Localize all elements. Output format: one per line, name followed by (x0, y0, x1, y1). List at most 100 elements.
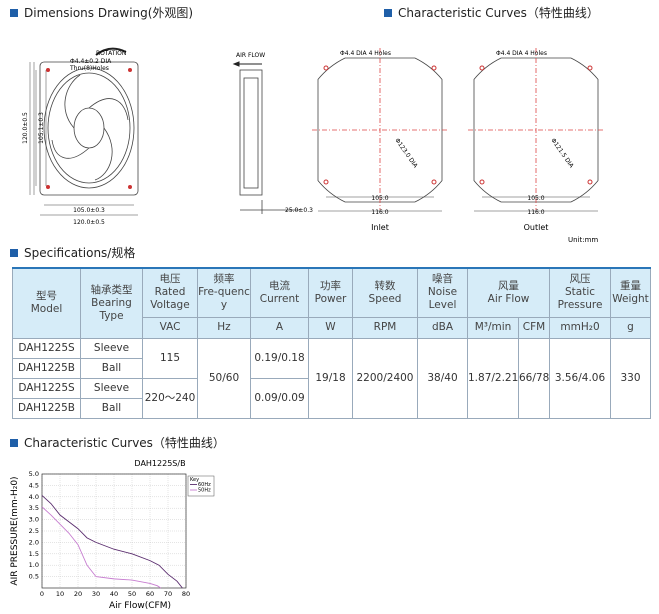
y-tick-label: 1.0 (29, 561, 39, 569)
cell: Sleeve (80, 377, 143, 399)
unit-cell: g (610, 316, 652, 339)
cell: 115 (142, 337, 198, 379)
label: Φ121.5 DIA (549, 137, 575, 170)
cell: 0.09/0.09 (250, 377, 309, 419)
cell: 220～240 (142, 377, 198, 419)
cell: 66/78 (517, 337, 551, 419)
x-tick-label: 70 (164, 590, 172, 598)
outlet-view (468, 48, 604, 212)
label: Φ4.4 DIA 4 Holes (340, 50, 391, 57)
cell: 0.19/0.18 (250, 337, 309, 379)
label: 105.0 (527, 195, 544, 202)
curve (41, 506, 162, 589)
x-tick-label: 0 (40, 590, 44, 598)
label: Outlet (524, 223, 549, 232)
label: ROTATION (96, 50, 126, 57)
legend-label: 50Hz (198, 488, 211, 494)
x-tick-label: 40 (110, 590, 118, 598)
cell: 2200/2400 (352, 337, 418, 419)
cell: 1.87/2.21 (467, 337, 519, 419)
text: 型号 (36, 290, 57, 303)
unit-cell: Hz (197, 316, 251, 339)
y-tick-label: 2.0 (29, 538, 39, 546)
x-tick-label: 10 (56, 590, 64, 598)
text: 电流 (269, 279, 290, 292)
header-cell: 功率 Power (308, 267, 353, 318)
cell: 50/60 (197, 337, 251, 419)
text: 频率 (213, 273, 235, 286)
header-cell: 电压 Rated Voltage (142, 267, 198, 318)
section-text: Specifications/规格 (24, 246, 136, 260)
text: Fre-quency (198, 286, 250, 312)
label: 25.0±0.3 (285, 207, 313, 214)
text: Weight (612, 292, 649, 305)
x-tick-label: 30 (92, 590, 100, 598)
label: Φ123.0 DIA (393, 137, 419, 170)
unit-cell: VAC (142, 316, 198, 339)
label: 105.0 (371, 195, 388, 202)
header-cell: 风量 Air Flow (466, 267, 551, 318)
text: Static Pressure (557, 286, 603, 312)
unit-cell: dBA (417, 316, 468, 339)
section-text: Dimensions Drawing(外观图) (24, 6, 194, 20)
text: 风量 (498, 279, 519, 292)
header-cell: 噪音 Noise Level (417, 267, 468, 318)
text: Rated Voltage (150, 286, 190, 312)
legend-label: 60Hz (198, 482, 211, 488)
chart-title: DAH1225S/B (134, 459, 185, 468)
y-tick-label: 3.5 (29, 504, 39, 512)
label: AIR FLOW (236, 52, 265, 59)
section-title: Characteristic Curves（特性曲线） (384, 4, 599, 21)
outlet-holes (479, 65, 593, 185)
label: 105.0±0.3 (73, 207, 105, 214)
cell: DAH1225B (12, 397, 81, 419)
label: Φ4.4±0.2 DIA (70, 58, 112, 65)
cell: 3.56/4.06 (549, 337, 612, 419)
label: 116.0 (527, 209, 544, 216)
cell: 330 (610, 337, 652, 419)
text: Model (30, 303, 63, 316)
section-title: Dimensions Drawing(外观图) (10, 4, 193, 21)
header-cell: 型号 Model (12, 267, 81, 339)
y-tick-label: 1.5 (29, 550, 39, 558)
header-cell: 风压 Static Pressure (549, 267, 612, 318)
side-view (239, 69, 300, 214)
section-title: Characteristic Curves（特性曲线） (10, 434, 225, 451)
spec-table: 型号 Model 轴承类型 Bearing Type 电压 Rated Voltage… (12, 267, 652, 419)
text: 重量 (620, 279, 642, 292)
text: 转数 (374, 279, 396, 292)
text: 噪音 (432, 273, 453, 286)
unit-cell: M³/min (467, 316, 519, 339)
section-text: Characteristic Curves（特性曲线） (24, 436, 225, 450)
y-tick-label: 4.5 (29, 481, 39, 489)
text: Power (314, 292, 347, 305)
chart: DAH1225S/B 0.5 1.0 1.5 2.0 2.5 3.0 3.5 4.0 4.5 5.0… (10, 459, 215, 611)
cell: Ball (80, 397, 143, 419)
x-tick-label: 50 (128, 590, 136, 598)
header-cell: 转数 Speed (352, 267, 418, 318)
arrow (232, 61, 262, 67)
label: 120.0±0.5 (22, 112, 29, 144)
label: 116.0 (371, 209, 388, 216)
y-tick-label: 0.5 (29, 573, 39, 581)
x-tick-label: 20 (74, 590, 82, 598)
unit-cell: W (308, 316, 353, 339)
unit-cell: CFM (517, 316, 551, 339)
cell: Sleeve (80, 337, 143, 359)
y-tick-label: 5.0 (29, 470, 39, 478)
text: 功率 (320, 279, 341, 292)
header-cell: 电流 Current (250, 267, 309, 318)
label: Unit:mm (568, 236, 598, 244)
text: Bearing Type (91, 296, 132, 322)
x-tick-label: 80 (182, 590, 190, 598)
header-cell: 重量 Weight (610, 267, 652, 318)
y-tick-label: 2.5 (29, 527, 39, 535)
unit-cell: A (250, 316, 309, 339)
label: Thru(8)Holes (69, 65, 109, 72)
cell: 19/18 (308, 337, 353, 419)
cell: DAH1225S (12, 337, 81, 359)
plot-frame (41, 473, 187, 589)
text: Current (259, 292, 300, 305)
label: Φ4.4 DIA 4 Holes (496, 50, 547, 57)
